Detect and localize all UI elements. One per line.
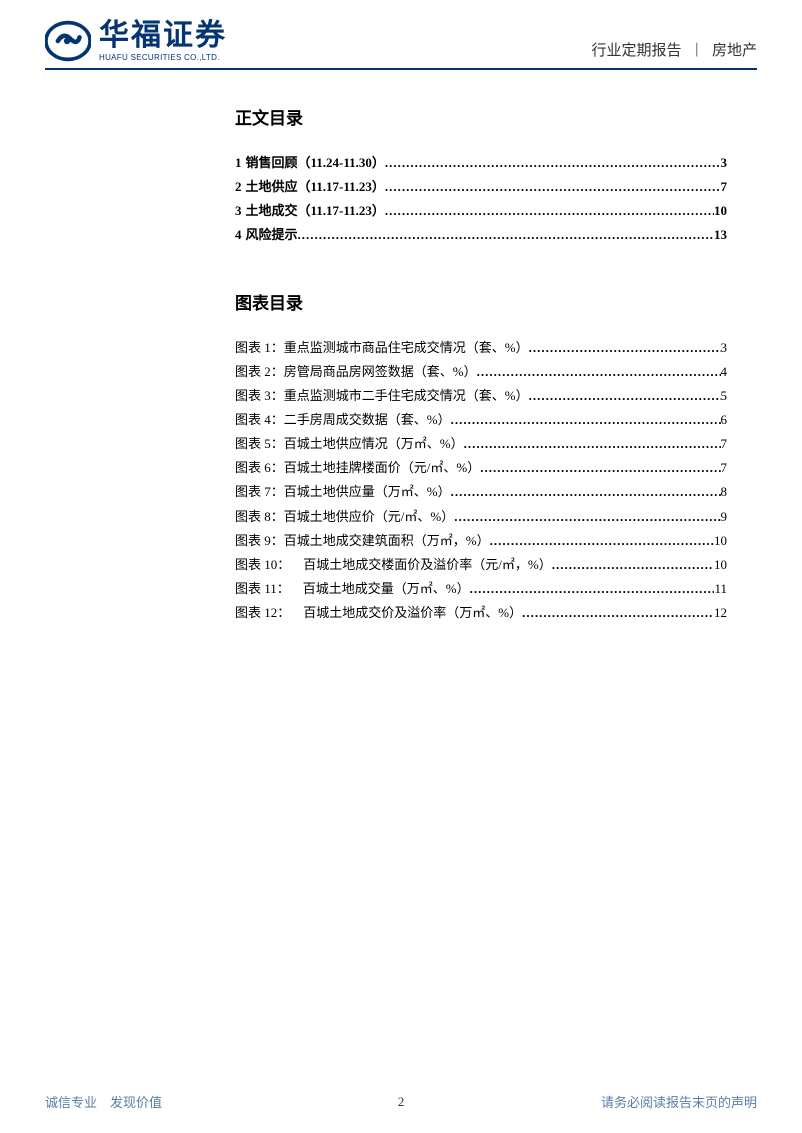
toc-number: 3 [235, 199, 242, 223]
figure-prefix: 图表 5： [235, 432, 284, 456]
figure-description: 百城土地供应量（万㎡、%） [284, 480, 451, 504]
company-logo-icon [45, 18, 91, 64]
figure-description: 百城土地成交价及溢价率（万㎡、%） [290, 601, 522, 625]
toc-entry[interactable]: 2土地供应（11.17-11.23） 7 [235, 175, 727, 199]
figure-page: 10 [714, 529, 727, 553]
toc-entry[interactable]: 4风险提示 13 [235, 223, 727, 247]
figure-entry[interactable]: 图表 3：重点监测城市二手住宅成交情况（套、%） 5 [235, 384, 727, 408]
figure-entry[interactable]: 图表 6：百城土地挂牌楼面价（元/㎡、%） 7 [235, 456, 727, 480]
logo-block: 华福证券 HUAFU SECURITIES CO.,LTD. [45, 18, 227, 64]
figure-list: 图表 1：重点监测城市商品住宅成交情况（套、%） 3图表 2：房管局商品房网签数… [235, 336, 727, 625]
figure-page: 8 [721, 480, 728, 504]
content-area: 正文目录 1销售回顾（11.24-11.30） 32土地供应（11.17-11.… [0, 70, 727, 625]
toc-page: 7 [721, 175, 728, 199]
logo-english: HUAFU SECURITIES CO.,LTD. [99, 53, 227, 62]
toc-leader-dots [385, 151, 721, 175]
figure-description: 百城土地成交楼面价及溢价率（元/㎡，%） [290, 553, 551, 577]
figure-page: 6 [721, 408, 728, 432]
separator: 丨 [689, 43, 704, 59]
figure-prefix: 图表 11： [235, 577, 290, 601]
figure-prefix: 图表 9： [235, 529, 284, 553]
figure-description: 百城土地供应价（元/㎡、%） [284, 505, 454, 529]
figure-entry[interactable]: 图表 10： 百城土地成交楼面价及溢价率（元/㎡，%） 10 [235, 553, 727, 577]
figure-page: 12 [714, 601, 727, 625]
figure-description: 百城土地供应情况（万㎡、%） [284, 432, 464, 456]
figure-description: 百城土地挂牌楼面价（元/㎡、%） [284, 456, 480, 480]
figure-prefix: 图表 4： [235, 408, 284, 432]
figure-description: 二手房周成交数据（套、%） [284, 408, 451, 432]
figure-prefix: 图表 12： [235, 601, 290, 625]
page-footer: 诚信专业 发现价值 2 请务必阅读报告末页的声明 [45, 1092, 757, 1111]
figure-entry[interactable]: 图表 2：房管局商品房网签数据（套、%） 4 [235, 360, 727, 384]
figure-leader-dots [522, 601, 714, 625]
figure-page: 11 [714, 577, 727, 601]
figure-page: 9 [721, 505, 728, 529]
figure-description: 百城土地成交量（万㎡、%） [290, 577, 470, 601]
figure-prefix: 图表 8： [235, 505, 284, 529]
figure-leader-dots [529, 384, 721, 408]
figure-leader-dots [451, 408, 721, 432]
page-number: 2 [398, 1094, 405, 1110]
toc-entry[interactable]: 3土地成交（11.17-11.23） 10 [235, 199, 727, 223]
figure-leader-dots [470, 577, 715, 601]
toc-number: 4 [235, 223, 242, 247]
sector-name: 房地产 [712, 43, 757, 59]
figure-entry[interactable]: 图表 12： 百城土地成交价及溢价率（万㎡、%） 12 [235, 601, 727, 625]
figure-description: 房管局商品房网签数据（套、%） [284, 360, 477, 384]
logo-text: 华福证券 HUAFU SECURITIES CO.,LTD. [99, 21, 227, 62]
toc-leader-dots [385, 199, 714, 223]
footer-left: 诚信专业 发现价值 [45, 1092, 162, 1111]
toc-number: 2 [235, 175, 242, 199]
figure-entry[interactable]: 图表 1：重点监测城市商品住宅成交情况（套、%） 3 [235, 336, 727, 360]
toc-label: 风险提示 [246, 223, 298, 247]
toc-page: 3 [721, 151, 728, 175]
toc-entry[interactable]: 1销售回顾（11.24-11.30） 3 [235, 151, 727, 175]
figure-entry[interactable]: 图表 11： 百城土地成交量（万㎡、%） 11 [235, 577, 727, 601]
toc-leader-dots [385, 175, 721, 199]
toc-number: 1 [235, 151, 242, 175]
figures-title: 图表目录 [235, 289, 727, 314]
report-type: 行业定期报告 [591, 43, 681, 59]
figure-page: 7 [721, 432, 728, 456]
figure-page: 5 [721, 384, 728, 408]
figure-prefix: 图表 2： [235, 360, 284, 384]
figure-page: 3 [721, 336, 728, 360]
figure-leader-dots [454, 505, 720, 529]
figure-page: 7 [721, 456, 728, 480]
figure-leader-dots [529, 336, 721, 360]
logo-chinese: 华福证券 [99, 21, 227, 51]
figure-leader-dots [451, 480, 721, 504]
figure-prefix: 图表 7： [235, 480, 284, 504]
page-header: 华福证券 HUAFU SECURITIES CO.,LTD. 行业定期报告 丨 … [0, 0, 802, 64]
figure-page: 4 [721, 360, 728, 384]
figure-prefix: 图表 6： [235, 456, 284, 480]
toc-title: 正文目录 [235, 104, 727, 129]
toc-label: 土地供应（11.17-11.23） [246, 175, 385, 199]
header-category: 行业定期报告 丨 房地产 [591, 39, 757, 60]
toc-leader-dots [298, 223, 714, 247]
figure-leader-dots [552, 553, 714, 577]
toc-label: 土地成交（11.17-11.23） [246, 199, 385, 223]
figure-entry[interactable]: 图表 5：百城土地供应情况（万㎡、%） 7 [235, 432, 727, 456]
figure-leader-dots [477, 360, 721, 384]
toc-list: 1销售回顾（11.24-11.30） 32土地供应（11.17-11.23） 7… [235, 151, 727, 247]
toc-page: 13 [714, 223, 727, 247]
toc-label: 销售回顾（11.24-11.30） [246, 151, 385, 175]
footer-disclaimer: 请务必阅读报告末页的声明 [601, 1092, 757, 1111]
figure-entry[interactable]: 图表 4：二手房周成交数据（套、%） 6 [235, 408, 727, 432]
toc-page: 10 [714, 199, 727, 223]
figure-prefix: 图表 1： [235, 336, 284, 360]
figure-entry[interactable]: 图表 9：百城土地成交建筑面积（万㎡，%） 10 [235, 529, 727, 553]
figure-leader-dots [480, 456, 720, 480]
figure-prefix: 图表 10： [235, 553, 290, 577]
figure-description: 百城土地成交建筑面积（万㎡，%） [284, 529, 490, 553]
figure-leader-dots [490, 529, 714, 553]
figure-entry[interactable]: 图表 8：百城土地供应价（元/㎡、%） 9 [235, 505, 727, 529]
figure-leader-dots [464, 432, 721, 456]
figure-page: 10 [714, 553, 727, 577]
figure-prefix: 图表 3： [235, 384, 284, 408]
figure-description: 重点监测城市商品住宅成交情况（套、%） [284, 336, 529, 360]
figure-description: 重点监测城市二手住宅成交情况（套、%） [284, 384, 529, 408]
figure-entry[interactable]: 图表 7：百城土地供应量（万㎡、%） 8 [235, 480, 727, 504]
